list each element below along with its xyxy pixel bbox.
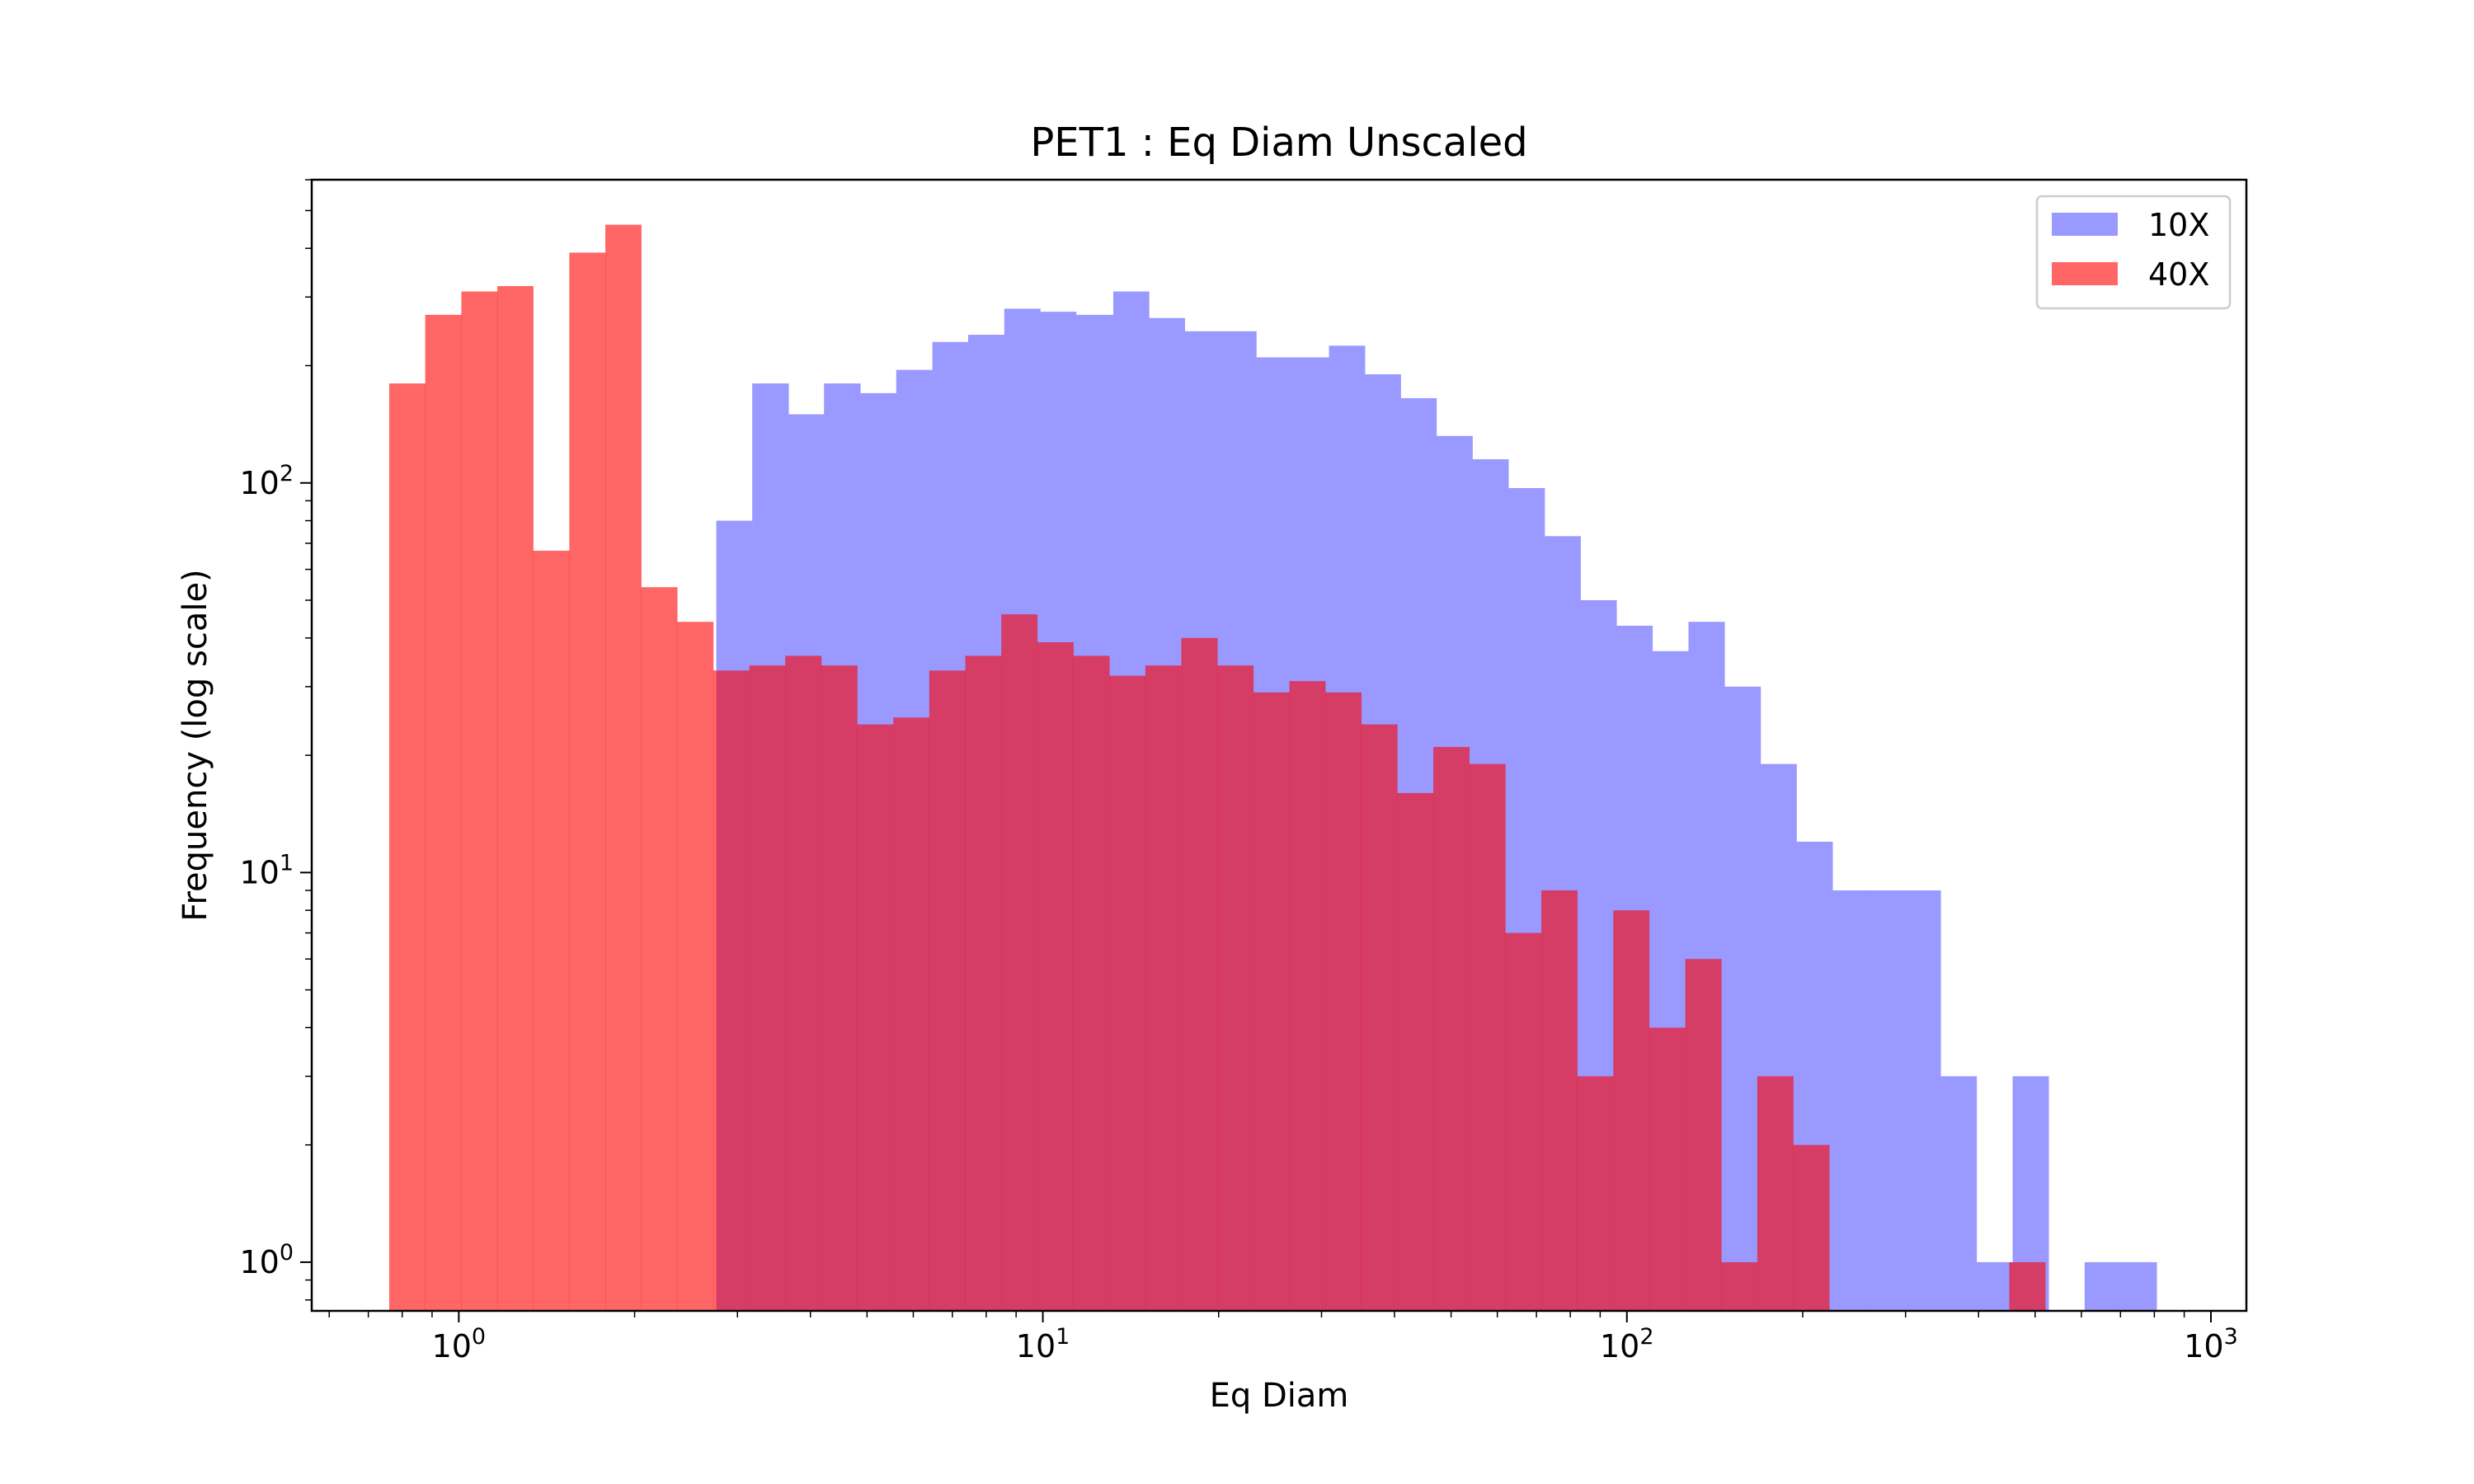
bar-40x — [1469, 763, 1506, 1311]
bar-40x — [1613, 910, 1650, 1311]
bar-10x — [1868, 890, 1905, 1311]
bar-40x — [1001, 614, 1038, 1311]
y-tick-label: 100 — [239, 1240, 294, 1280]
bar-10x — [2120, 1261, 2157, 1311]
bar-40x — [641, 587, 678, 1311]
bar-40x — [821, 665, 858, 1311]
bar-40x — [785, 655, 822, 1311]
x-tick-label: 100 — [432, 1324, 487, 1364]
x-axis-title: Eq Diam — [1210, 1377, 1349, 1415]
bar-40x — [605, 224, 642, 1311]
bar-40x — [569, 252, 606, 1311]
bar-40x — [1505, 932, 1542, 1311]
bar-40x — [388, 383, 426, 1311]
bar-40x — [1253, 692, 1290, 1311]
bar-40x — [1361, 724, 1398, 1311]
bar-40x — [1721, 1261, 1758, 1311]
bar-40x — [1073, 655, 1110, 1311]
y-axis-title: Frequency (log scale) — [176, 569, 214, 921]
x-tick-label: 101 — [1016, 1324, 1070, 1364]
x-tick-label: 102 — [1600, 1324, 1654, 1364]
bar-40x — [677, 622, 714, 1311]
bar-40x — [1649, 1027, 1686, 1311]
legend-label-40x: 40X — [2148, 256, 2209, 293]
y-tick-label: 102 — [239, 461, 294, 501]
x-axis-ticks: 100 101 102 103 — [328, 1311, 2238, 1364]
bar-40x — [1757, 1076, 1794, 1311]
legend-swatch-10x — [2052, 213, 2118, 236]
bar-40x — [461, 291, 498, 1311]
bar-10x — [1940, 1076, 1978, 1311]
bar-10x — [1724, 686, 1761, 1311]
bar-40x — [1397, 792, 1434, 1311]
bar-40x — [1109, 675, 1146, 1311]
chart-title: PET1 : Eq Diam Unscaled — [1030, 120, 1527, 166]
bar-40x — [1793, 1144, 1830, 1311]
bar-40x — [425, 314, 462, 1311]
y-tick-label: 101 — [239, 850, 294, 890]
bar-40x — [1577, 1076, 1614, 1311]
bar-10x — [2084, 1261, 2121, 1311]
bar-40x — [929, 670, 966, 1311]
bar-40x — [1541, 890, 1578, 1311]
bar-40x — [533, 550, 570, 1311]
bar-40x — [1433, 747, 1470, 1311]
bar-40x — [1685, 959, 1722, 1311]
bar-10x — [1832, 890, 1870, 1311]
bar-40x — [1037, 642, 1074, 1311]
bar-40x — [893, 717, 930, 1311]
legend-swatch-40x — [2052, 262, 2118, 285]
bar-40x — [497, 286, 534, 1311]
bar-10x — [1904, 890, 1941, 1311]
series-40x-bars — [388, 224, 2046, 1311]
bar-40x — [1217, 665, 1254, 1311]
bar-40x — [965, 655, 1002, 1311]
bar-40x — [2009, 1261, 2046, 1311]
bar-10x — [1976, 1261, 2013, 1311]
legend-label-10x: 10X — [2148, 207, 2209, 243]
bar-40x — [857, 724, 894, 1311]
bar-40x — [1181, 637, 1218, 1311]
legend: 10X 40X — [2035, 195, 2232, 310]
plot-frame — [310, 178, 2248, 1313]
bar-40x — [713, 670, 750, 1311]
y-axis-ticks: 100 101 102 — [239, 179, 312, 1301]
bar-40x — [1145, 665, 1182, 1311]
bar-40x — [1289, 681, 1326, 1311]
bar-40x — [1325, 692, 1362, 1311]
x-tick-label: 103 — [2184, 1324, 2238, 1364]
bar-40x — [749, 665, 786, 1311]
